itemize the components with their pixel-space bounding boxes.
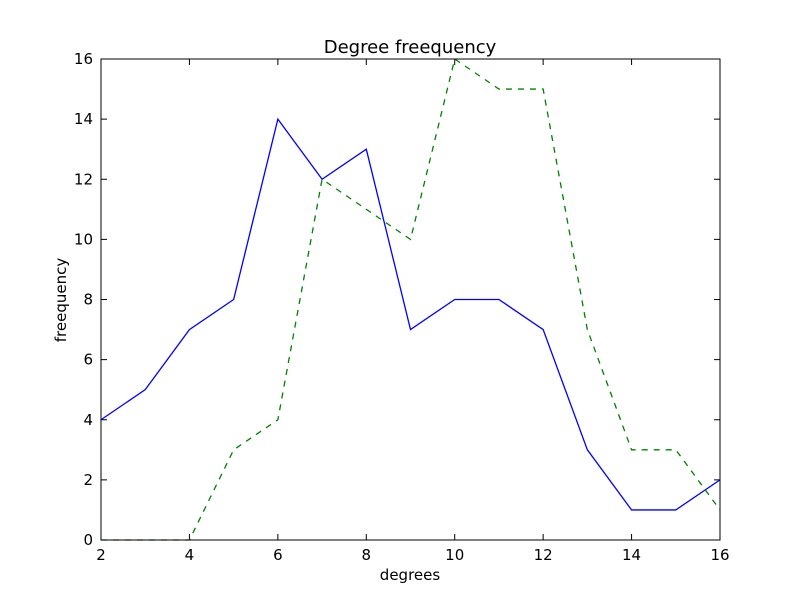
y-tick-label: 12 [74,170,93,188]
x-tick-label: 4 [185,546,195,564]
x-tick-label: 2 [96,546,106,564]
y-tick-label: 16 [74,50,93,68]
chart-title: Degree freequency [324,37,497,58]
x-tick-label: 12 [534,546,553,564]
x-tick-label: 6 [273,546,283,564]
x-tick-label: 16 [710,546,729,564]
y-tick-label: 2 [83,471,93,489]
y-tick-label: 10 [74,230,93,248]
x-tick-label: 10 [445,546,464,564]
series-lines [100,57,721,541]
y-axis-label: freequency [52,258,70,343]
y-tick-label: 6 [83,351,93,369]
x-tick-label: 8 [362,546,372,564]
y-tick-label: 8 [83,291,93,309]
x-tick-label: 14 [622,546,641,564]
y-tick-label: 0 [83,531,93,549]
x-axis-label: degrees [380,566,441,584]
series-line-1 [100,117,721,511]
y-tick-label: 14 [74,110,93,128]
plot-frame [100,58,721,541]
y-tick-label: 4 [83,411,93,429]
series-line-2 [101,57,721,541]
